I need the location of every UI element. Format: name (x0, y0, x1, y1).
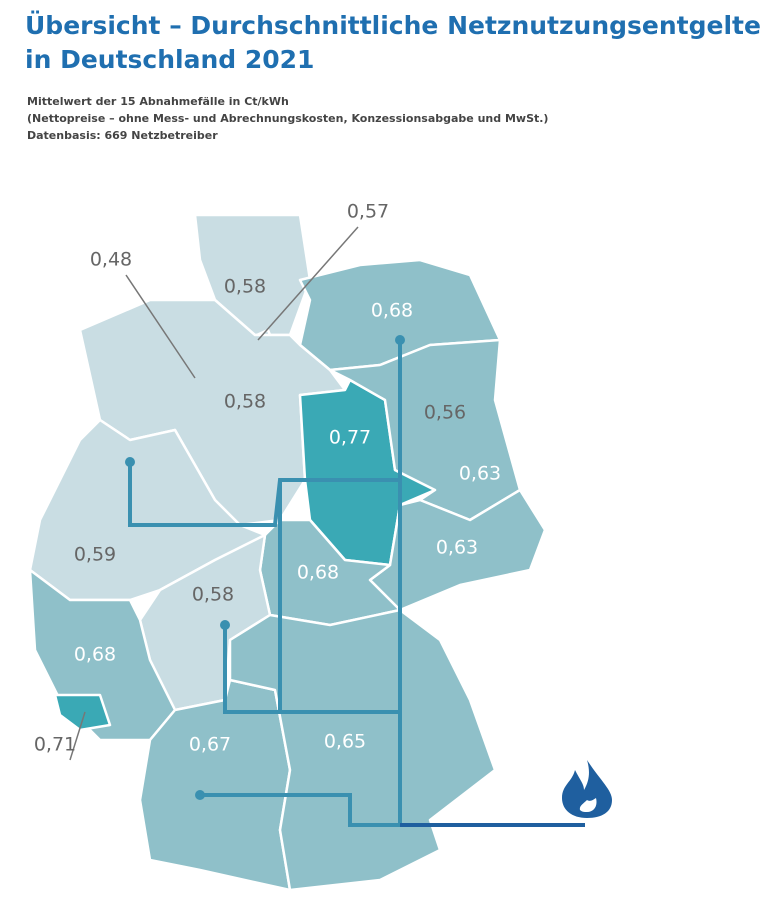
region-label: 0,68 (74, 644, 116, 666)
region-label: 0,65 (324, 731, 366, 753)
pipeline (200, 340, 402, 827)
callout-line (257, 226, 359, 341)
title: in Deutschland 2021 (25, 45, 314, 74)
node (195, 790, 205, 800)
region-label: 0,58 (224, 391, 266, 413)
regions (28, 213, 547, 892)
pipelines (125, 335, 585, 827)
gas-flame-icon (562, 760, 612, 818)
node (220, 620, 230, 630)
labels: 0,58 0,57 0,48 0,68 0,58 0,77 0,56 0,63 0,63 0,68… (34, 201, 501, 761)
region (298, 378, 437, 567)
region-label: 0,48 (90, 249, 132, 271)
pipeline (128, 462, 400, 527)
subtitle: Datenbasis: 669 Netzbetreiber (27, 129, 218, 142)
node (125, 457, 135, 467)
callout-line (69, 711, 86, 761)
region-label: 0,68 (371, 300, 413, 322)
callout-line (125, 274, 196, 379)
region-label: 0,63 (436, 537, 478, 559)
region-label: 0,77 (329, 427, 371, 449)
region (228, 608, 497, 892)
region-label: 0,68 (297, 562, 339, 584)
title: Übersicht – Durchschnittliche Netznutzun… (25, 10, 760, 40)
region-label: 0,58 (192, 584, 234, 606)
region (53, 693, 112, 732)
subtitle: Mittelwert der 15 Abnahmefälle in Ct/kWh (27, 95, 289, 108)
node (395, 335, 405, 345)
pipeline (223, 480, 282, 714)
region-label: 0,56 (424, 402, 466, 424)
region-label: 0,71 (34, 734, 76, 756)
region-label: 0,57 (347, 201, 389, 223)
region-label: 0,63 (459, 463, 501, 485)
region-label: 0,67 (189, 734, 231, 756)
region-label: 0,58 (224, 276, 266, 298)
region-label: 0,59 (74, 544, 116, 566)
subtitle: (Nettopreise – ohne Mess- und Abrechnung… (27, 112, 548, 125)
